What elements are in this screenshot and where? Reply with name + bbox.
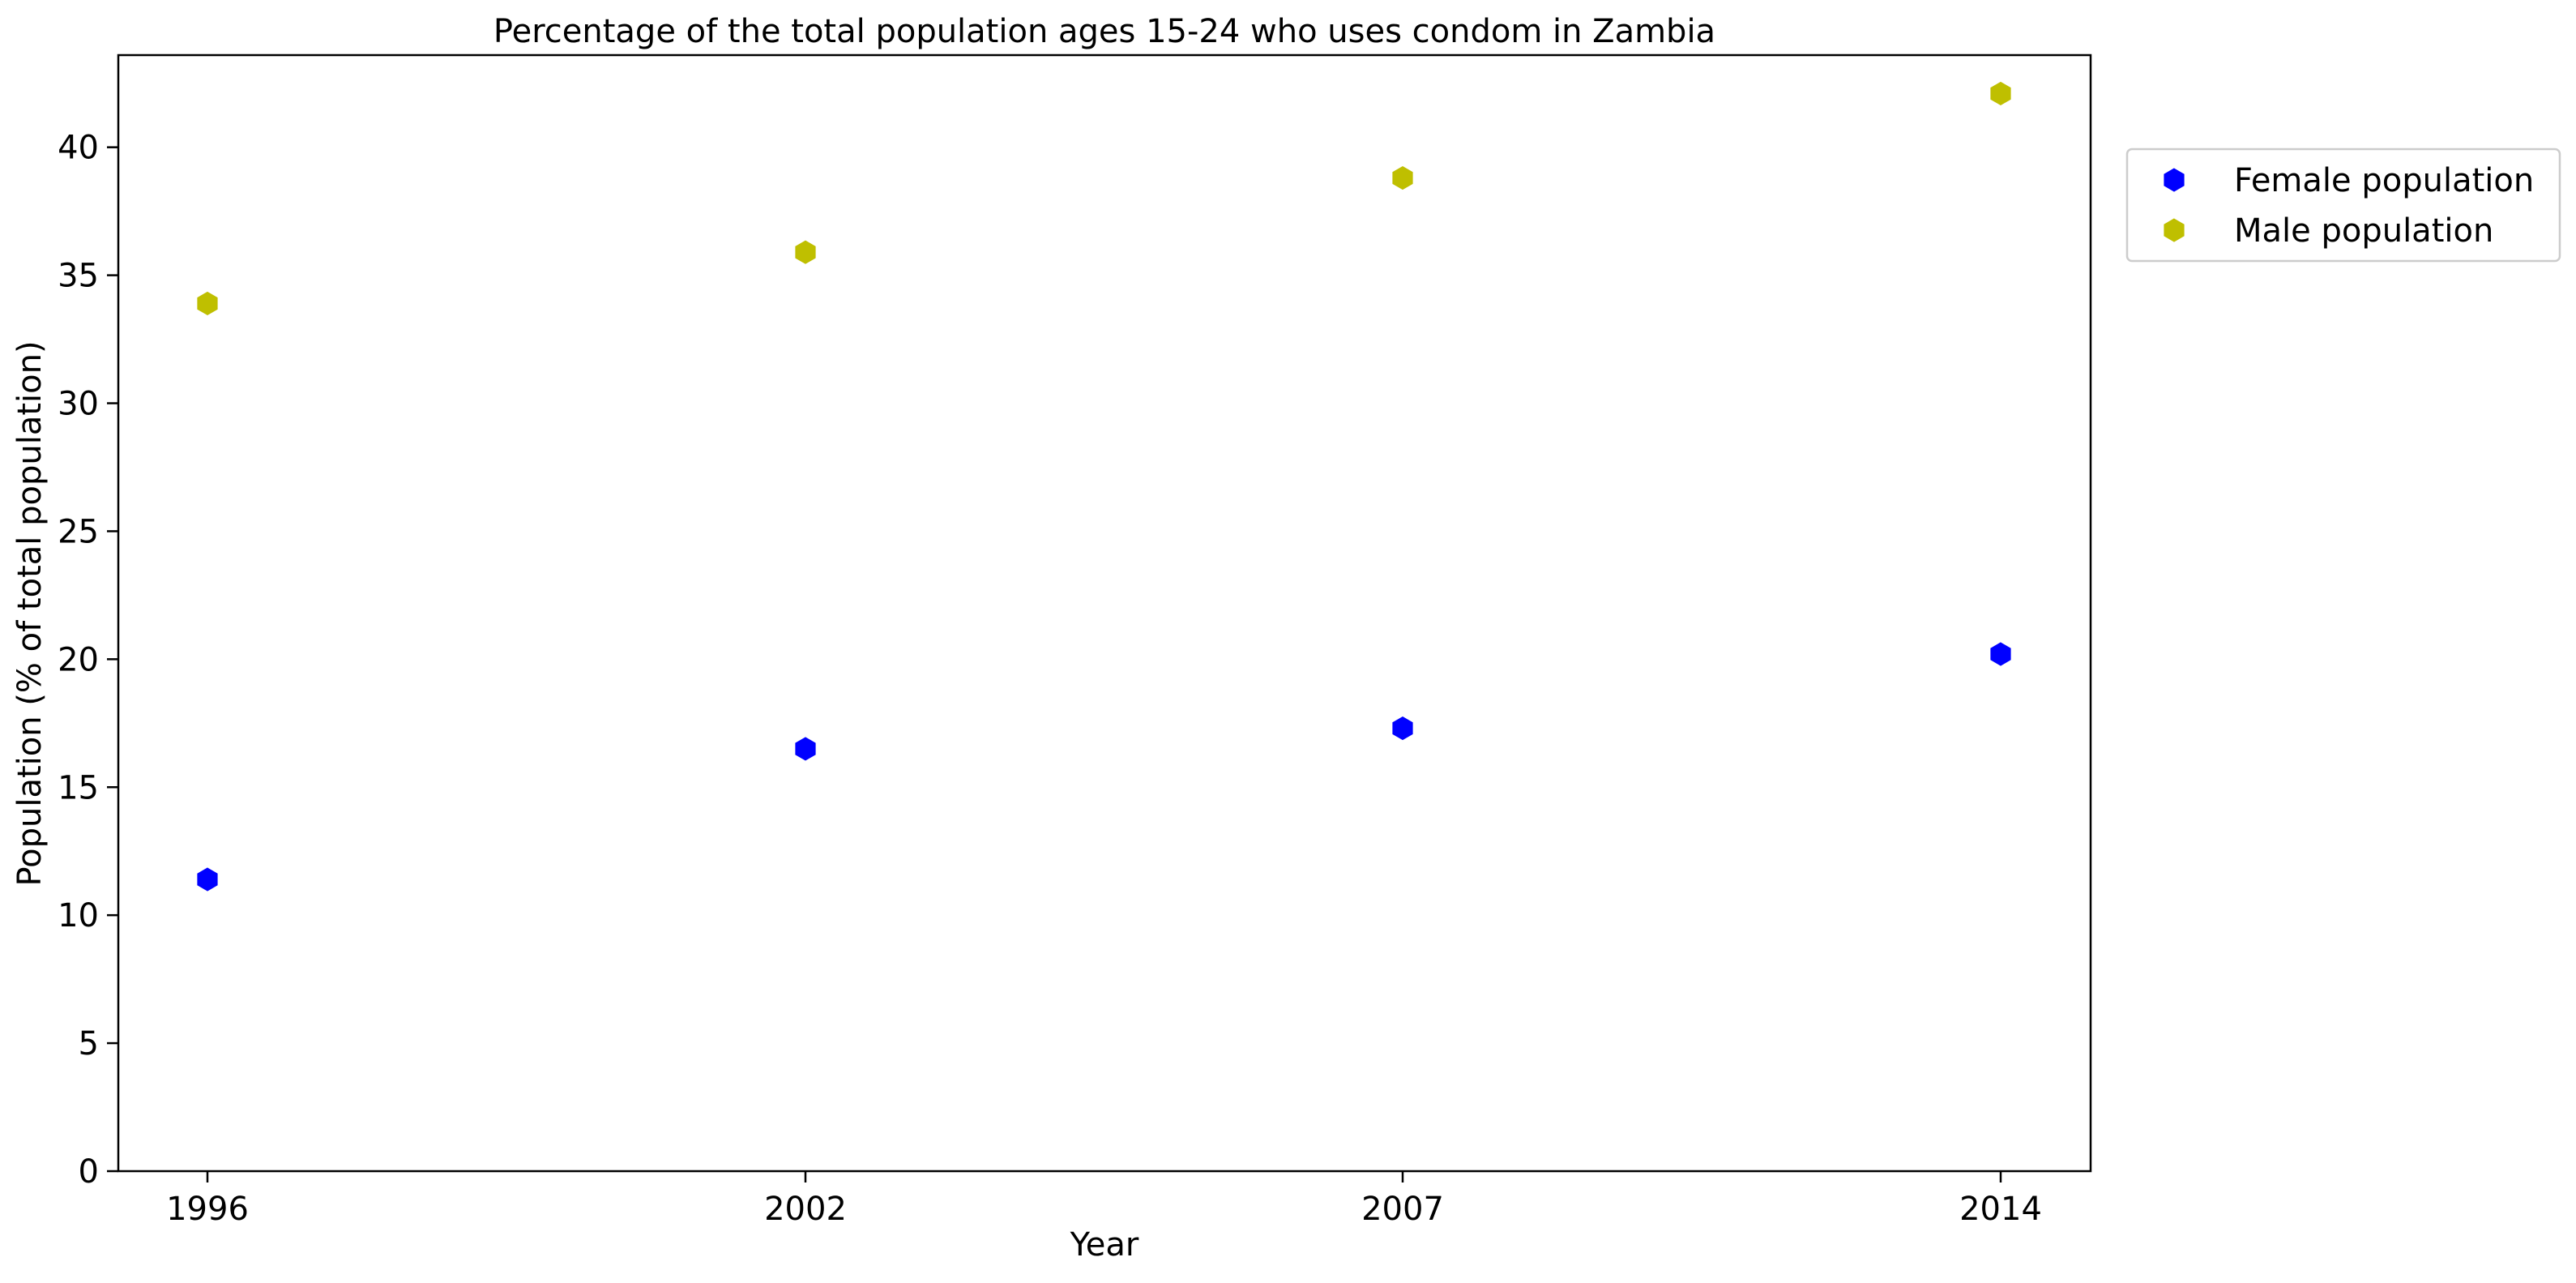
legend-marker-female-population xyxy=(2164,168,2185,192)
y-axis: 0 5 10 15 20 25 30 35 40 xyxy=(58,130,118,1191)
legend-label-female-population: Female population xyxy=(2234,162,2534,199)
female-population-point-2002 xyxy=(795,737,816,761)
y-axis-title: Population (% of total population) xyxy=(11,340,49,886)
chart-title: Percentage of the total population ages … xyxy=(493,13,1715,50)
legend-frame xyxy=(2125,148,2561,263)
y-tick-label: 35 xyxy=(58,258,99,295)
legend: Female population Male population xyxy=(2125,148,2561,263)
legend-marker-male-population xyxy=(2164,218,2185,242)
y-tick-label: 40 xyxy=(58,130,99,167)
x-axis: 1996 2002 2007 2014 xyxy=(166,1171,2042,1228)
y-tick-label: 5 xyxy=(79,1025,99,1063)
data-markers xyxy=(197,81,2011,892)
x-tick-label: 2002 xyxy=(764,1191,847,1228)
female-population-point-1996 xyxy=(197,867,218,892)
y-tick-label: 10 xyxy=(58,897,99,934)
y-tick-label: 30 xyxy=(58,386,99,423)
male-population-point-1996 xyxy=(197,291,218,315)
x-tick-label: 2014 xyxy=(1959,1191,2042,1228)
x-axis-title: Year xyxy=(1070,1226,1139,1264)
legend-label-male-population: Male population xyxy=(2234,212,2493,250)
y-tick-label: 20 xyxy=(58,641,99,678)
male-population-point-2007 xyxy=(1392,166,1413,190)
male-population-point-2002 xyxy=(795,240,816,264)
y-tick-label: 0 xyxy=(79,1153,99,1191)
female-population-point-2007 xyxy=(1392,716,1413,741)
y-tick-label: 25 xyxy=(58,513,99,550)
x-tick-label: 2007 xyxy=(1361,1191,1444,1228)
female-population-point-2014 xyxy=(1990,642,2011,666)
x-tick-label: 1996 xyxy=(166,1191,249,1228)
y-tick-label: 15 xyxy=(58,769,99,806)
male-population-point-2014 xyxy=(1990,81,2011,105)
plot-area-frame xyxy=(117,53,2092,1173)
